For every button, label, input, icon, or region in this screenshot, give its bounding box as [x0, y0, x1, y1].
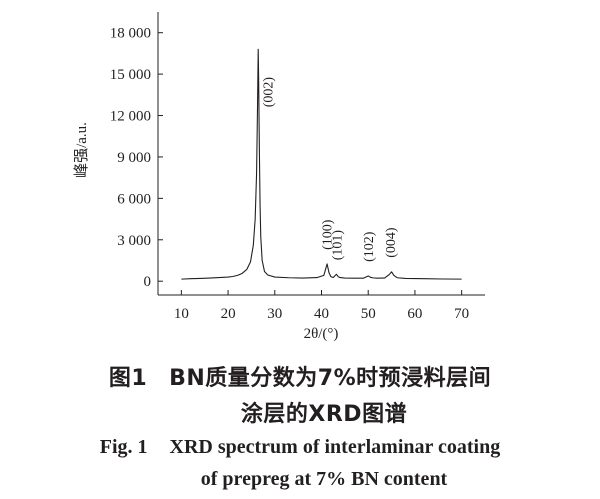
figure-caption-en-text1: XRD spectrum of interlaminar coating: [169, 436, 501, 458]
y-tick-label: 15 000: [110, 67, 151, 83]
peak-label: (100): [321, 219, 336, 250]
y-tick-label: 6 000: [117, 191, 151, 207]
y-ticks: 0 3 000 6 000 9 000 12 000 15 000 18 000: [110, 26, 163, 290]
peak-labels: (002) (100)(101) (102) (004): [261, 77, 399, 262]
xrd-chart: 0 3 000 6 000 9 000 12 000 15 000 18 000 10 20 3…: [73, 12, 485, 342]
figure-caption-en-text2: of prepreg at 7% BN content: [200, 468, 448, 490]
x-tick-label: 40: [314, 306, 329, 322]
figure-caption-cn-line1: 图1 BN质量分数为7%时预浸料层间: [0, 360, 600, 392]
x-tick-label: 70: [454, 306, 469, 322]
y-tick-label: 18 000: [110, 26, 151, 42]
x-tick-label: 30: [267, 306, 282, 322]
x-tick-label: 60: [407, 306, 422, 322]
figure-caption-cn-label: 图1: [108, 366, 148, 391]
figure-caption-cn-text2: 涂层的XRD图谱: [240, 402, 408, 427]
x-axis-label: 2θ/(°): [304, 326, 339, 342]
x-ticks: 10 20 30 40 50 60 70: [174, 290, 469, 322]
y-tick-label: 0: [144, 274, 152, 290]
peak-label: (102): [362, 231, 377, 262]
peak-label: (101): [331, 230, 346, 261]
figure-caption-en-line1: Fig. 1 XRD spectrum of interlaminar coati…: [0, 436, 600, 459]
figure-caption-cn-text1: BN质量分数为7%时预浸料层间: [169, 366, 492, 391]
peak-label: (004): [384, 227, 399, 258]
y-tick-label: 3 000: [117, 233, 151, 249]
peak-label: (002): [261, 77, 276, 108]
figure-caption-cn-line2: 涂层的XRD图谱: [24, 396, 600, 428]
figure-caption-en-line2: of prepreg at 7% BN content: [24, 468, 600, 491]
y-axis-label: 峰强/a.u.: [73, 122, 90, 178]
x-tick-label: 10: [174, 306, 189, 322]
figure-caption-en-label: Fig. 1: [99, 436, 148, 458]
x-tick-label: 20: [221, 306, 236, 322]
plot-frame: [157, 12, 485, 296]
x-tick-label: 50: [361, 306, 376, 322]
y-tick-label: 12 000: [110, 109, 151, 125]
y-tick-label: 9 000: [117, 150, 151, 166]
xrd-spectrum-line: [181, 48, 462, 280]
